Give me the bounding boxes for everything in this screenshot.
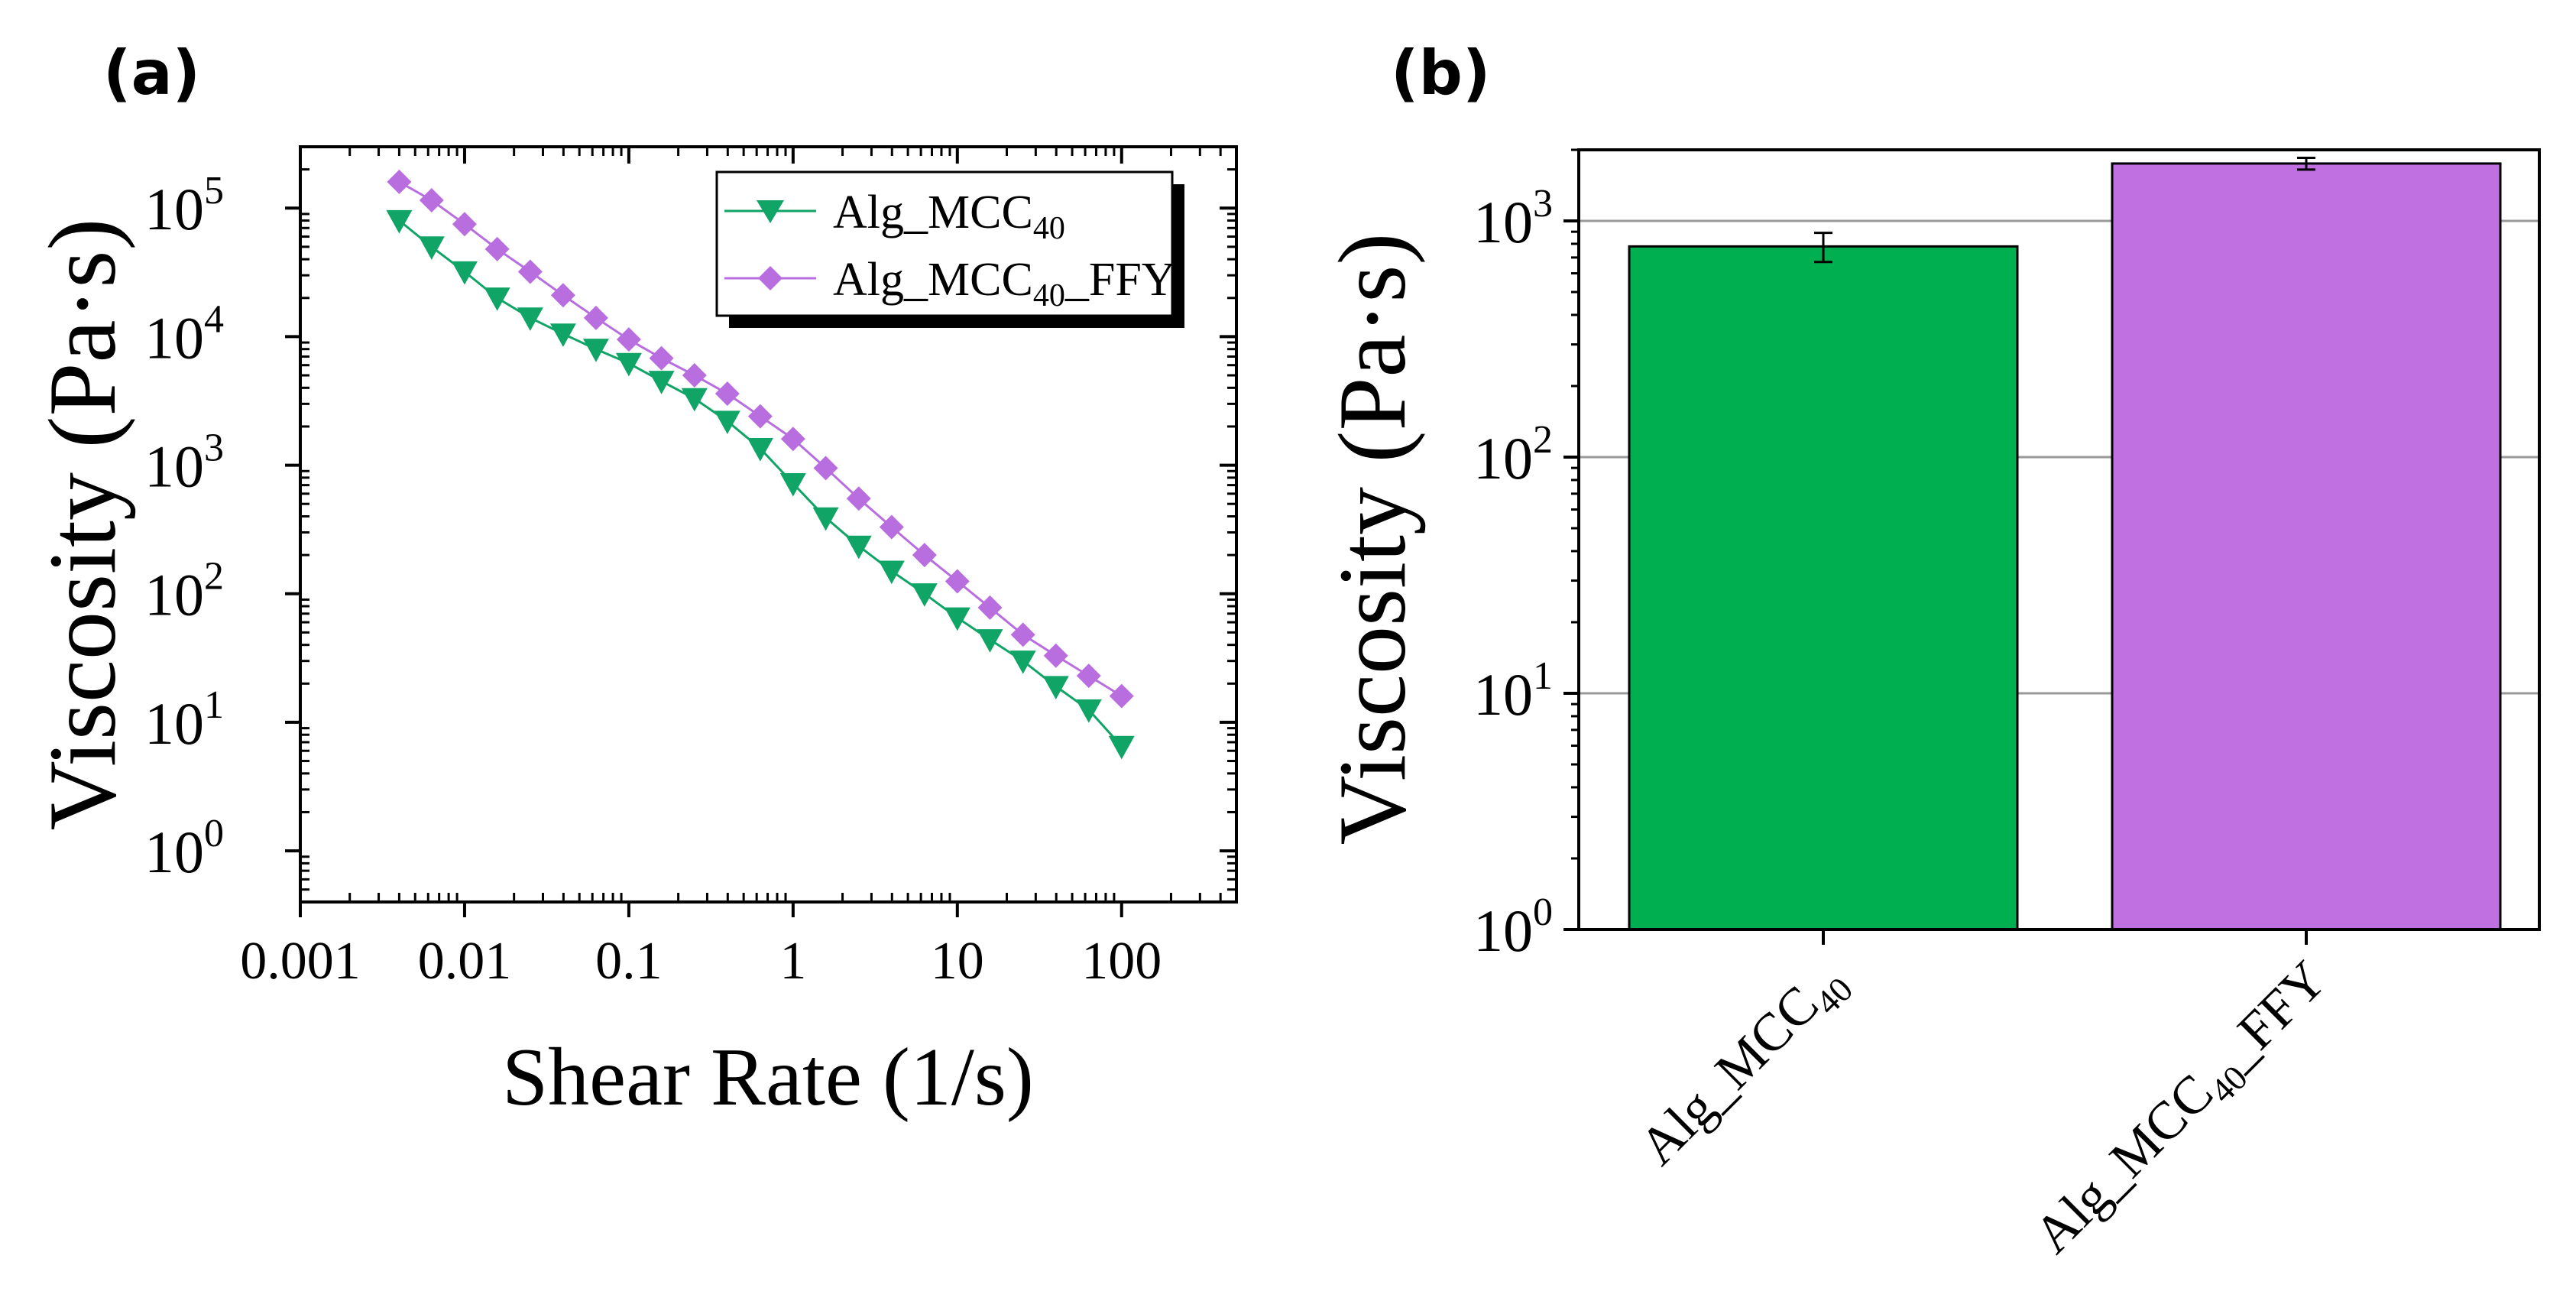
- data-point-diamond: [813, 456, 838, 481]
- legend-label-alg-mcc40: Alg_MCC40: [833, 187, 1065, 246]
- data-point-triangle: [812, 507, 839, 531]
- panel-b-frame: [1577, 148, 2541, 931]
- y-tick-label: 102: [1473, 418, 1553, 492]
- panel-a-minor-y-ticks: [300, 145, 1236, 904]
- data-point-diamond: [452, 212, 477, 237]
- x-tick-label: 100: [1081, 932, 1162, 991]
- data-point-triangle: [648, 371, 675, 394]
- series-Alg_MCC40_FFY: [387, 169, 1134, 709]
- panel-a-minor-x-ticks: [348, 147, 1238, 902]
- x-category-label: Alg_MCC40: [1628, 950, 1860, 1182]
- data-point-diamond: [1109, 683, 1134, 709]
- y-tick-label: 100: [1473, 891, 1553, 964]
- data-point-triangle: [1075, 699, 1102, 723]
- panel-a-legend: Alg_MCC40 Alg_MCC40_FFY: [715, 170, 1184, 328]
- bar-Alg_MCC40: [1628, 245, 2019, 931]
- legend-box: [715, 170, 1174, 317]
- x-tick-label: 0.001: [240, 932, 361, 991]
- x-tick-label: 0.01: [418, 932, 512, 991]
- data-point-diamond: [714, 381, 740, 407]
- data-point-triangle: [845, 535, 872, 560]
- data-point-triangle: [681, 388, 708, 412]
- data-point-triangle: [582, 339, 609, 362]
- data-point-diamond: [1010, 622, 1035, 647]
- legend-label-alg-mcc40-ffy: Alg_MCC40_FFY: [833, 254, 1176, 313]
- data-point-diamond: [1076, 663, 1101, 689]
- x-tick-label: 1: [779, 932, 806, 991]
- data-point-diamond: [616, 327, 641, 352]
- data-point-triangle: [911, 583, 938, 607]
- data-point-triangle: [747, 438, 773, 462]
- panel-a-line-chart: (a) 0.001 0.01 0.1 1 10 100 10010110210310410…: [30, 37, 1238, 1123]
- bar-Alg_MCC40_FFY: [2111, 162, 2502, 931]
- data-point-triangle: [1108, 735, 1135, 760]
- panel-b-y-ticks: 100 101 102 103: [1473, 148, 1579, 964]
- data-point-triangle: [386, 209, 413, 234]
- panel-a-y-ticks: 100 101 102 103 104 105: [144, 169, 1236, 885]
- data-point-triangle: [451, 261, 478, 285]
- data-point-triangle: [977, 629, 1003, 653]
- panel-a-y-axis-label: Viscosity (Pa·s): [30, 219, 136, 831]
- data-point-diamond: [780, 427, 805, 452]
- data-point-diamond: [517, 259, 543, 284]
- data-point-diamond: [977, 595, 1003, 620]
- data-point-diamond: [550, 283, 575, 308]
- data-point-diamond: [879, 514, 904, 540]
- y-tick-label: 102: [144, 555, 224, 628]
- x-category-label: Alg_MCC40_FFY: [2024, 950, 2344, 1270]
- data-point-triangle: [779, 472, 806, 497]
- data-point-triangle: [944, 607, 970, 631]
- data-point-triangle: [517, 307, 543, 331]
- panel-a-label: (a): [103, 37, 200, 109]
- data-point-triangle: [418, 236, 445, 260]
- legend-triangle-down-icon: [757, 200, 784, 223]
- panel-b-x-ticks: Alg_MCC40 Alg_MCC40_FFY: [1628, 930, 2344, 1270]
- data-point-diamond: [747, 404, 773, 429]
- data-point-diamond: [583, 305, 608, 330]
- data-point-triangle: [484, 287, 510, 311]
- panel-b-bars: [1628, 156, 2502, 931]
- data-point-diamond: [846, 486, 871, 511]
- panel-a-x-ticks: 0.001 0.01 0.1 1 10 100: [240, 147, 1162, 991]
- panel-b-y-axis-label: Viscosity (Pa·s): [1320, 233, 1426, 845]
- data-point-diamond: [419, 188, 444, 213]
- y-tick-label: 100: [144, 812, 224, 885]
- y-tick-label: 105: [144, 169, 224, 242]
- data-point-triangle: [878, 560, 905, 585]
- y-tick-label: 101: [1473, 654, 1553, 728]
- y-tick-label: 104: [144, 297, 224, 371]
- panel-a-x-axis-label: Shear Rate (1/s): [502, 1032, 1034, 1123]
- data-point-diamond: [682, 363, 707, 388]
- data-point-triangle: [714, 410, 740, 434]
- data-point-diamond: [945, 569, 970, 594]
- panel-a-series: [386, 169, 1135, 760]
- y-tick-label: 101: [144, 683, 224, 757]
- legend-diamond-icon: [758, 266, 783, 290]
- data-point-triangle: [615, 352, 642, 377]
- data-point-triangle: [1009, 650, 1036, 674]
- x-tick-label: 0.1: [595, 932, 663, 991]
- y-tick-label: 103: [144, 427, 224, 500]
- data-point-diamond: [649, 346, 674, 371]
- series-Alg_MCC40: [386, 209, 1135, 760]
- data-point-diamond: [484, 236, 510, 261]
- data-point-triangle: [549, 323, 576, 347]
- data-point-diamond: [387, 169, 412, 194]
- x-tick-label: 10: [931, 932, 984, 991]
- data-point-diamond: [1043, 643, 1068, 668]
- y-tick-label: 103: [1473, 182, 1553, 255]
- data-point-triangle: [1042, 676, 1069, 700]
- panel-b-label: (b): [1391, 37, 1490, 109]
- data-point-diamond: [912, 543, 937, 568]
